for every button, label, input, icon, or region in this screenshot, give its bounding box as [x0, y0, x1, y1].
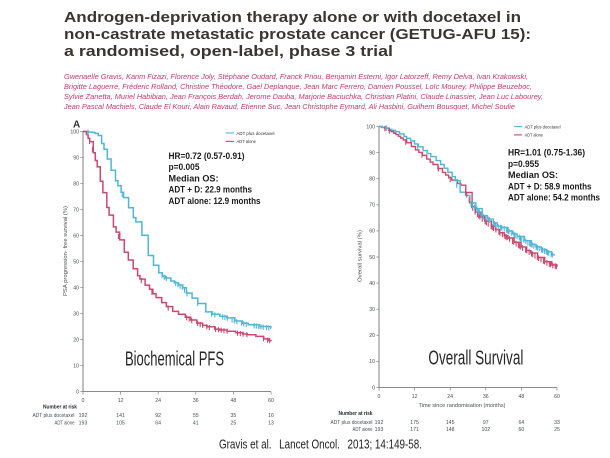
svg-text:10: 10 — [369, 359, 375, 365]
svg-text:70: 70 — [369, 203, 375, 209]
svg-text:60: 60 — [519, 427, 525, 433]
svg-text:192: 192 — [375, 420, 384, 426]
svg-text:148: 148 — [446, 427, 455, 433]
svg-text:33: 33 — [554, 420, 560, 426]
svg-text:36: 36 — [483, 394, 489, 400]
svg-text:Median OS:: Median OS: — [169, 173, 219, 184]
svg-text:Overall Survival: Overall Survival — [428, 347, 523, 369]
svg-text:ADT plus docetaxel: ADT plus docetaxel — [525, 124, 561, 130]
svg-text:141: 141 — [116, 413, 125, 419]
svg-text:Median OS:: Median OS: — [508, 170, 558, 181]
svg-text:ADT alone: ADT alone — [525, 133, 544, 139]
svg-text:30: 30 — [73, 311, 79, 317]
svg-text:60: 60 — [73, 233, 79, 239]
svg-text:Androgen-deprivation therapy a: Androgen-deprivation therapy alone or wi… — [64, 10, 521, 26]
svg-text:HR=0.72 (0.57-0.91): HR=0.72 (0.57-0.91) — [169, 151, 245, 162]
svg-text:0: 0 — [76, 389, 79, 395]
svg-text:90: 90 — [73, 155, 79, 161]
svg-text:ADT + D: 22.9 months: ADT + D: 22.9 months — [169, 185, 253, 196]
svg-text:50: 50 — [369, 255, 375, 261]
svg-text:ADT alone: 12.9 months: ADT alone: 12.9 months — [169, 196, 261, 207]
svg-text:ADT plus docetaxel: ADT plus docetaxel — [237, 131, 275, 137]
svg-text:13: 13 — [268, 421, 274, 427]
svg-text:ADT alone: ADT alone — [55, 421, 75, 427]
svg-text:105: 105 — [116, 421, 125, 427]
svg-text:193: 193 — [375, 427, 384, 433]
svg-text:ADT alone: ADT alone — [237, 139, 257, 145]
svg-text:175: 175 — [410, 420, 419, 426]
svg-text:60: 60 — [369, 229, 375, 235]
svg-text:Gwenaelle Gravis, Karim Fizazi: Gwenaelle Gravis, Karim Fizazi, Florence… — [64, 72, 528, 81]
svg-text:40: 40 — [369, 281, 375, 287]
svg-text:35: 35 — [231, 413, 237, 419]
svg-text:Sylvie Zanetta, Muriel Habibia: Sylvie Zanetta, Muriel Habibian, Jean Fr… — [64, 92, 543, 101]
svg-text:80: 80 — [369, 177, 375, 183]
svg-text:non-castrate metastatic prosta: non-castrate metastatic prostate cancer … — [64, 27, 531, 43]
svg-text:10: 10 — [73, 363, 79, 369]
svg-text:ADT + D: 58.9 months: ADT + D: 58.9 months — [508, 181, 592, 192]
svg-text:145: 145 — [446, 420, 455, 426]
svg-text:40: 40 — [73, 285, 79, 291]
svg-text:Number at risk: Number at risk — [339, 411, 373, 417]
svg-text:ADT alone: 54.2 months: ADT alone: 54.2 months — [508, 193, 600, 204]
svg-text:Brigitte Laguerre, Fréderic Ro: Brigitte Laguerre, Fréderic Rolland, Chr… — [64, 82, 532, 91]
svg-text:Time since randomisation (mont: Time since randomisation (months) — [419, 403, 506, 409]
svg-text:ADT plus docetaxel: ADT plus docetaxel — [331, 420, 373, 426]
svg-text:92: 92 — [155, 413, 161, 419]
svg-text:A: A — [73, 119, 80, 130]
svg-text:0: 0 — [378, 394, 381, 400]
svg-text:64: 64 — [155, 421, 161, 427]
svg-text:20: 20 — [369, 333, 375, 339]
svg-text:Number at risk: Number at risk — [43, 404, 77, 410]
svg-text:20: 20 — [73, 337, 79, 343]
svg-text:64: 64 — [519, 420, 525, 426]
svg-text:48: 48 — [519, 394, 525, 400]
svg-text:Gravis et al. Lancet Oncol.: Gravis et al. Lancet Oncol. 2013; 14:149… — [219, 438, 422, 452]
svg-text:ADT plus docetaxel: ADT plus docetaxel — [33, 413, 75, 419]
svg-text:60: 60 — [268, 398, 274, 404]
svg-text:100: 100 — [70, 129, 79, 135]
svg-text:24: 24 — [155, 398, 161, 404]
svg-text:0: 0 — [82, 398, 85, 404]
svg-text:30: 30 — [369, 307, 375, 313]
svg-text:50: 50 — [73, 259, 79, 265]
svg-text:80: 80 — [73, 181, 79, 187]
svg-text:100: 100 — [366, 124, 375, 130]
svg-text:12: 12 — [412, 394, 418, 400]
svg-text:193: 193 — [79, 421, 88, 427]
svg-text:Biochemical PFS: Biochemical PFS — [125, 349, 224, 371]
svg-text:90: 90 — [369, 150, 375, 156]
svg-text:24: 24 — [447, 394, 453, 400]
svg-text:55: 55 — [193, 413, 199, 419]
svg-text:0: 0 — [372, 385, 375, 391]
svg-text:36: 36 — [193, 398, 199, 404]
svg-text:171: 171 — [410, 427, 419, 433]
svg-text:25: 25 — [231, 421, 237, 427]
svg-text:Jean Pascal Machiels, Claude E: Jean Pascal Machiels, Claude El Kouri, A… — [63, 102, 515, 111]
svg-text:p=0.955: p=0.955 — [508, 159, 540, 170]
svg-text:p=0.005: p=0.005 — [169, 162, 201, 173]
svg-text:12: 12 — [118, 398, 124, 404]
svg-text:16: 16 — [268, 413, 274, 419]
svg-text:70: 70 — [73, 207, 79, 213]
svg-text:48: 48 — [231, 398, 237, 404]
svg-text:a randomised, open-label, phas: a randomised, open-label, phase 3 trial — [64, 44, 393, 60]
svg-text:41: 41 — [193, 421, 199, 427]
svg-text:97: 97 — [483, 420, 489, 426]
svg-text:60: 60 — [554, 394, 560, 400]
svg-text:Overall survival (%): Overall survival (%) — [358, 230, 364, 282]
svg-text:102: 102 — [481, 427, 490, 433]
svg-text:25: 25 — [554, 427, 560, 433]
svg-text:ADT alone: ADT alone — [353, 427, 373, 433]
svg-text:192: 192 — [79, 413, 88, 419]
svg-text:PSA progression- free survival: PSA progression- free survival (%) — [63, 206, 69, 296]
svg-text:HR=1.01 (0.75-1.36): HR=1.01 (0.75-1.36) — [508, 148, 585, 159]
